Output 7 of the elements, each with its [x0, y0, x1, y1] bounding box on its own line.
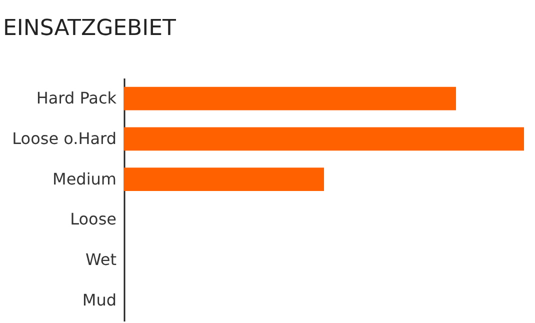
y-tick-label: Loose o.Hard	[12, 128, 116, 148]
y-tick-label: Wet	[86, 250, 116, 270]
y-tick-label: Hard Pack	[36, 88, 118, 108]
y-tick-label: Mud	[82, 290, 116, 310]
y-tick-label: Loose	[70, 210, 116, 229]
chart-title: EINSATZGEBIET	[3, 16, 176, 41]
y-tick-label: Medium	[52, 169, 116, 188]
